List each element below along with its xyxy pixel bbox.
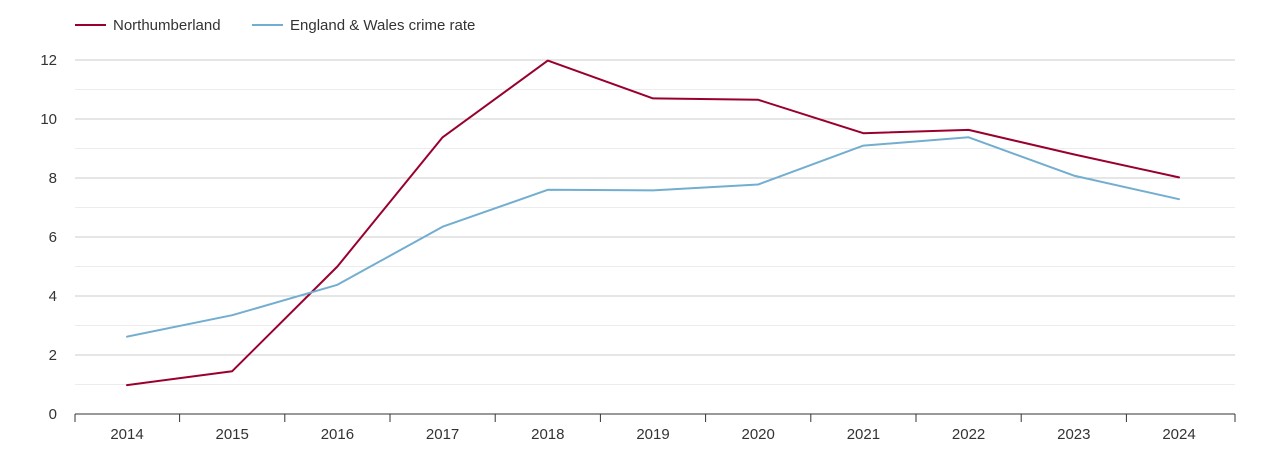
y-tick-label: 10	[40, 111, 57, 128]
legend-label: Northumberland	[113, 17, 221, 34]
x-tick-label: 2015	[216, 426, 249, 443]
y-tick-label: 12	[40, 52, 57, 69]
x-tick-label: 2024	[1162, 426, 1195, 443]
legend-label: England & Wales crime rate	[290, 17, 475, 34]
y-tick-label: 2	[49, 347, 57, 364]
y-tick-label: 8	[49, 170, 57, 187]
x-tick-label: 2019	[636, 426, 669, 443]
series-line-england-wales	[126, 136, 1180, 338]
series-lines	[126, 59, 1180, 387]
x-tick-label: 2018	[531, 426, 564, 443]
x-tick-label: 2016	[321, 426, 354, 443]
x-tick-label: 2021	[847, 426, 880, 443]
y-tick-label: 0	[49, 406, 57, 423]
series-line-northumberland	[126, 59, 1180, 387]
legend: Northumberland England & Wales crime rate	[75, 17, 475, 34]
x-tick-label: 2014	[110, 426, 143, 443]
y-tick-label: 4	[49, 288, 57, 305]
y-axis-ticks: 0 2 4 6 8 10 12	[40, 52, 57, 423]
x-axis-ticks: 2014 2015 2016 2017 2018 2019 2020 2021 2022 2023…	[74, 414, 1236, 443]
grid-lines	[75, 59, 1235, 385]
x-tick-label: 2022	[952, 426, 985, 443]
x-tick-label: 2023	[1057, 426, 1090, 443]
x-tick-label: 2020	[742, 426, 775, 443]
y-tick-label: 6	[49, 229, 57, 246]
x-tick-label: 2017	[426, 426, 459, 443]
